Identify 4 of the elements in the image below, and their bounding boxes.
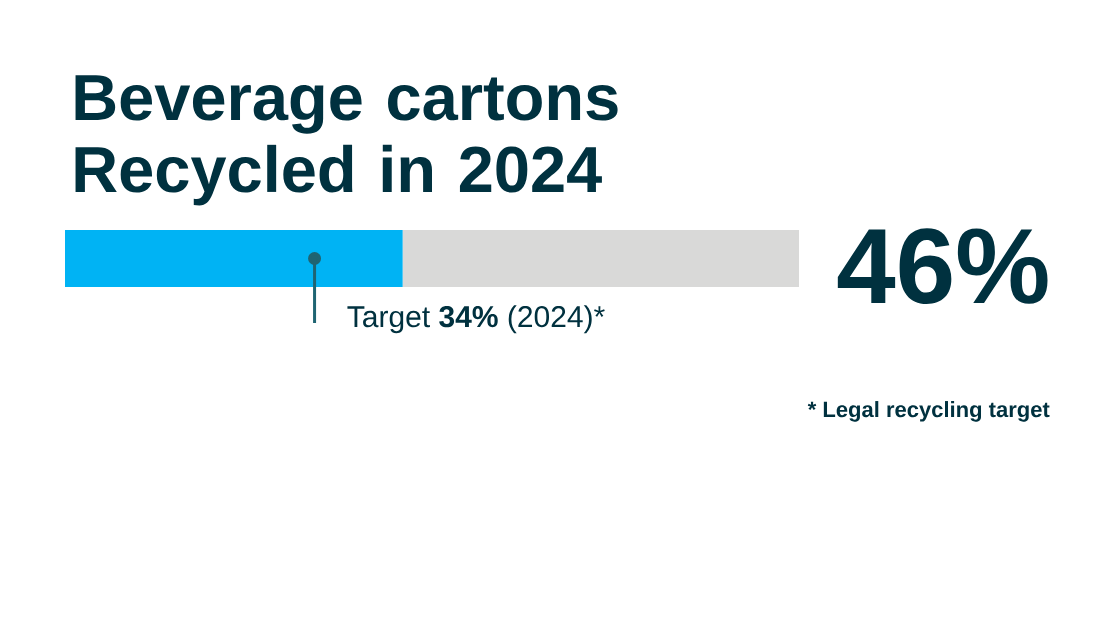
ref-line-label: Target 34% (2024)* [347,305,605,334]
chart-title: Beverage cartons Recycled in 2024 [75,75,618,206]
text: 46% [837,228,1048,305]
text: * Legal recycling target [807,401,1050,422]
